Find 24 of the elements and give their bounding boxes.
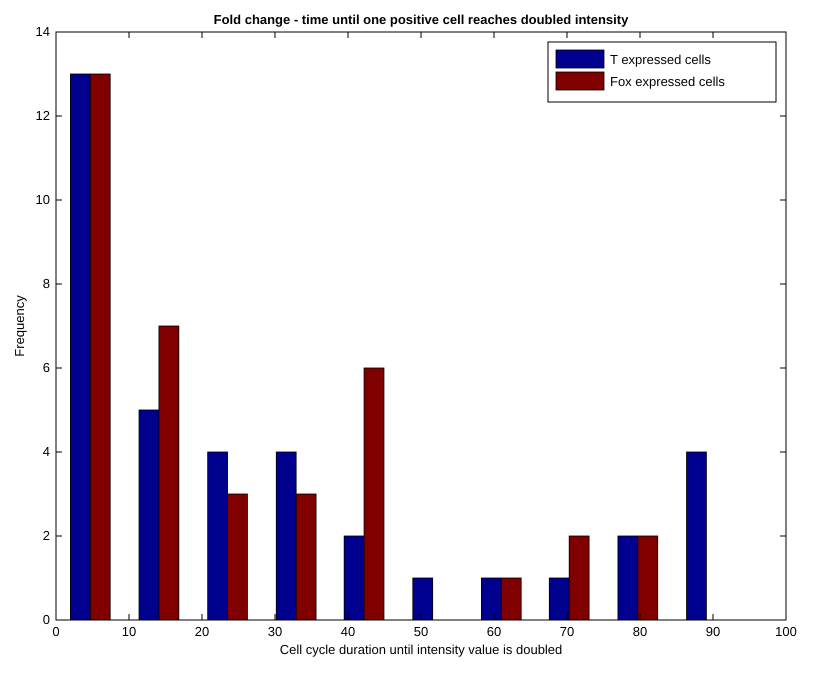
x-tick-label: 40 [340,624,356,639]
y-tick-label: 2 [42,528,50,543]
y-tick-label: 4 [42,444,50,459]
x-axis-title: Cell cycle duration until intensity value is doubled [280,642,562,657]
legend-label: T expressed cells [610,52,712,67]
y-tick-label: 6 [42,360,50,375]
y-tick-label: 0 [42,612,50,627]
x-tick-label: 10 [122,624,136,639]
x-tick-label: 90 [706,624,720,639]
x-tick-label: 80 [632,624,648,639]
x-tick-label: 50 [414,624,428,639]
y-tick-label: 10 [36,192,50,207]
x-tick-label: 20 [194,624,210,639]
legend-label: Fox expressed cells [610,74,726,89]
x-tick-label: 60 [486,624,502,639]
x-tick-label: 100 [775,624,797,639]
x-tick-label: 0 [52,624,60,639]
y-tick-label: 14 [36,24,50,39]
x-tick-label: 30 [268,624,282,639]
chart-title: Fold change - time until one positive cell reaches doubled intensity [214,12,630,27]
y-axis-title: Frequency [12,294,27,357]
x-tick-label: 70 [560,624,574,639]
y-tick-label: 8 [42,276,50,291]
y-tick-label: 12 [36,108,50,123]
